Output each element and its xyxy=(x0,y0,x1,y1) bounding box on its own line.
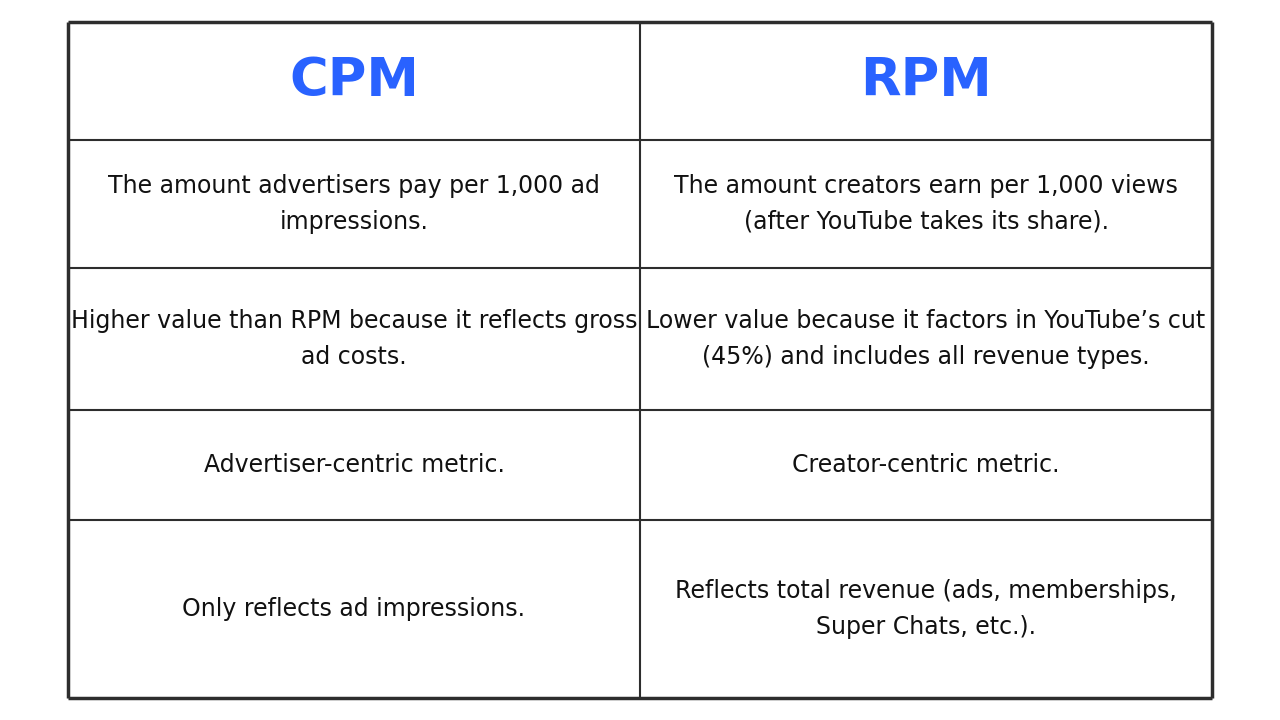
Text: Higher value than RPM because it reflects gross
ad costs.: Higher value than RPM because it reflect… xyxy=(70,310,637,369)
Text: Creator-centric metric.: Creator-centric metric. xyxy=(792,453,1060,477)
Text: CPM: CPM xyxy=(289,55,419,107)
Text: RPM: RPM xyxy=(860,55,992,107)
Text: The amount advertisers pay per 1,000 ad
impressions.: The amount advertisers pay per 1,000 ad … xyxy=(108,174,600,234)
Text: Only reflects ad impressions.: Only reflects ad impressions. xyxy=(183,597,526,621)
Text: Lower value because it factors in YouTube’s cut
(45%) and includes all revenue t: Lower value because it factors in YouTub… xyxy=(646,310,1206,369)
Text: Reflects total revenue (ads, memberships,
Super Chats, etc.).: Reflects total revenue (ads, memberships… xyxy=(675,580,1176,639)
Text: The amount creators earn per 1,000 views
(after YouTube takes its share).: The amount creators earn per 1,000 views… xyxy=(675,174,1178,234)
Text: Advertiser-centric metric.: Advertiser-centric metric. xyxy=(204,453,504,477)
